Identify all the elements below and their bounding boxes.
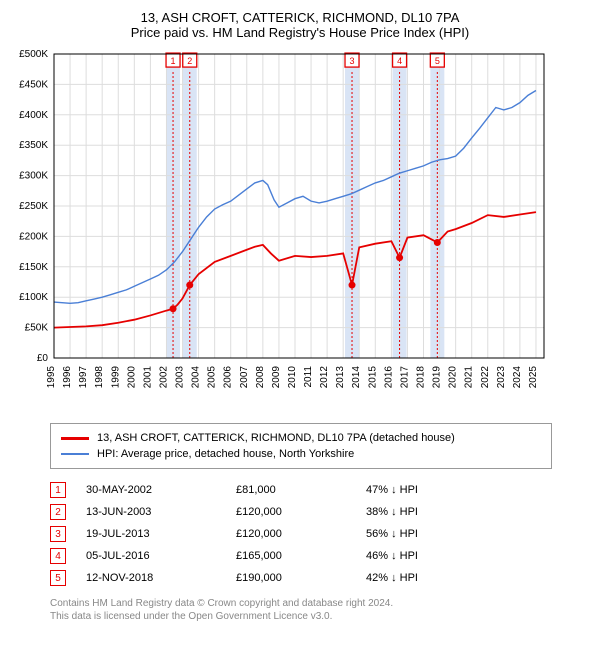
series-property <box>54 309 173 328</box>
x-tick-label: 2006 <box>223 366 234 389</box>
x-tick-label: 2015 <box>367 366 378 389</box>
x-tick-label: 2017 <box>399 366 410 389</box>
x-tick-label: 2021 <box>464 366 475 389</box>
x-tick-label: 2023 <box>496 366 507 389</box>
sale-delta: 56% ↓ HPI <box>366 528 466 540</box>
sale-date: 30-MAY-2002 <box>86 484 236 496</box>
sale-price: £165,000 <box>236 550 366 562</box>
sale-point-dot <box>396 254 403 261</box>
sale-row: 5 12-NOV-2018£190,00042% ↓ HPI <box>50 567 590 589</box>
x-tick-label: 2001 <box>142 366 153 389</box>
chart-plot: £0 £50K £100K £150K £200K £250K £300K £350K £400… <box>10 48 590 413</box>
chart-title-subtitle: Price paid vs. HM Land Registry's House … <box>10 25 590 40</box>
sale-marker-box: 4 <box>50 548 66 564</box>
x-tick-label: 2004 <box>191 366 202 389</box>
x-tick-label: 1996 <box>62 366 73 389</box>
x-tick-label: 2009 <box>271 366 282 389</box>
y-tick-label: £50K <box>25 323 49 334</box>
sale-date: 13-JUN-2003 <box>86 506 236 518</box>
x-tick-label: 1998 <box>94 366 105 389</box>
sale-marker-flag-num: 1 <box>171 56 176 66</box>
sale-marker-flag-num: 2 <box>187 56 192 66</box>
sale-price: £190,000 <box>236 572 366 584</box>
legend-swatch <box>61 437 89 440</box>
series-property <box>190 245 352 285</box>
x-tick-label: 2018 <box>416 366 427 389</box>
sale-date: 05-JUL-2016 <box>86 550 236 562</box>
y-tick-label: £400K <box>19 110 48 121</box>
x-tick-label: 2007 <box>239 366 250 389</box>
y-tick-label: £100K <box>19 292 48 303</box>
legend-row: 13, ASH CROFT, CATTERICK, RICHMOND, DL10… <box>61 430 541 446</box>
sale-point-dot <box>434 239 441 246</box>
x-tick-label: 2002 <box>158 366 169 389</box>
sale-date: 12-NOV-2018 <box>86 572 236 584</box>
x-tick-label: 2024 <box>512 366 523 389</box>
y-tick-label: £450K <box>19 79 48 90</box>
sale-price: £81,000 <box>236 484 366 496</box>
legend-label: 13, ASH CROFT, CATTERICK, RICHMOND, DL10… <box>97 432 455 444</box>
x-tick-label: 2003 <box>175 366 186 389</box>
sale-row: 3 19-JUL-2013£120,00056% ↓ HPI <box>50 523 590 545</box>
sale-point-dot <box>170 305 177 312</box>
x-tick-label: 1997 <box>78 366 89 389</box>
sale-marker-flag-num: 4 <box>397 56 402 66</box>
x-tick-label: 2020 <box>448 366 459 389</box>
y-tick-label: £200K <box>19 231 48 242</box>
legend-label: HPI: Average price, detached house, Nort… <box>97 448 354 460</box>
x-tick-label: 2025 <box>528 366 539 389</box>
x-tick-label: 2013 <box>335 366 346 389</box>
footnote-line1: Contains HM Land Registry data © Crown c… <box>50 597 590 610</box>
footnote: Contains HM Land Registry data © Crown c… <box>50 597 590 623</box>
chart-title-address: 13, ASH CROFT, CATTERICK, RICHMOND, DL10… <box>10 10 590 25</box>
sale-marker-flag-num: 3 <box>350 56 355 66</box>
y-tick-label: £0 <box>37 353 49 364</box>
x-tick-label: 2000 <box>126 366 137 389</box>
sale-marker-box: 5 <box>50 570 66 586</box>
sale-marker-flag-num: 5 <box>435 56 440 66</box>
chart-title-block: 13, ASH CROFT, CATTERICK, RICHMOND, DL10… <box>10 10 590 40</box>
y-tick-label: £250K <box>19 201 48 212</box>
legend-swatch <box>61 453 89 455</box>
sale-marker-box: 1 <box>50 482 66 498</box>
sale-row: 2 13-JUN-2003£120,00038% ↓ HPI <box>50 501 590 523</box>
x-tick-label: 1995 <box>46 366 57 389</box>
series-property <box>437 212 536 242</box>
legend-row: HPI: Average price, detached house, Nort… <box>61 446 541 462</box>
sale-row: 1 30-MAY-2002£81,00047% ↓ HPI <box>50 479 590 501</box>
sales-table: 1 30-MAY-2002£81,00047% ↓ HPI 2 13-JUN-2003… <box>50 479 590 589</box>
legend-box: 13, ASH CROFT, CATTERICK, RICHMOND, DL10… <box>50 423 552 469</box>
sale-delta: 46% ↓ HPI <box>366 550 466 562</box>
y-tick-label: £300K <box>19 171 48 182</box>
y-tick-label: £350K <box>19 140 48 151</box>
sale-point-dot <box>349 282 356 289</box>
sale-delta: 47% ↓ HPI <box>366 484 466 496</box>
x-tick-label: 1999 <box>110 366 121 389</box>
sale-price: £120,000 <box>236 506 366 518</box>
y-tick-label: £150K <box>19 262 48 273</box>
x-tick-label: 2016 <box>383 366 394 389</box>
x-tick-label: 2008 <box>255 366 266 389</box>
chart-svg: £0 £50K £100K £150K £200K £250K £300K £350K £400… <box>10 48 550 408</box>
sale-delta: 38% ↓ HPI <box>366 506 466 518</box>
x-tick-label: 2022 <box>480 366 491 389</box>
sale-marker-box: 3 <box>50 526 66 542</box>
x-tick-label: 2010 <box>287 366 298 389</box>
x-tick-label: 2011 <box>303 366 314 388</box>
y-tick-label: £500K <box>19 49 48 60</box>
x-tick-label: 2014 <box>351 366 362 389</box>
sale-date: 19-JUL-2013 <box>86 528 236 540</box>
sale-price: £120,000 <box>236 528 366 540</box>
x-tick-label: 2005 <box>207 366 218 389</box>
sale-delta: 42% ↓ HPI <box>366 572 466 584</box>
sale-point-dot <box>186 282 193 289</box>
sale-marker-box: 2 <box>50 504 66 520</box>
sale-row: 4 05-JUL-2016£165,00046% ↓ HPI <box>50 545 590 567</box>
footnote-line2: This data is licensed under the Open Gov… <box>50 610 590 623</box>
x-tick-label: 2012 <box>319 366 330 389</box>
x-tick-label: 2019 <box>432 366 443 389</box>
